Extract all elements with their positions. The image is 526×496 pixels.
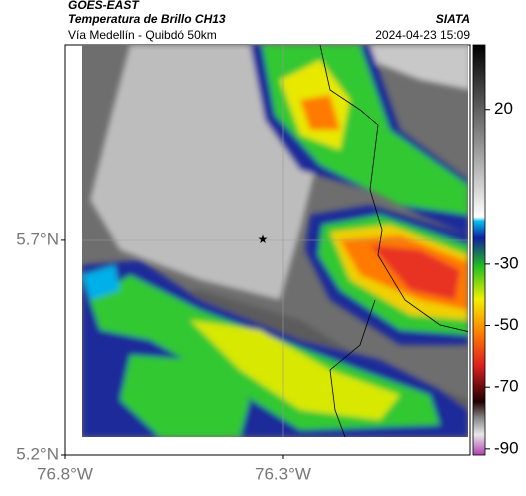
colorbar-tick-label: -30 xyxy=(494,253,519,272)
timestamp: 2024-04-23 15:09 xyxy=(375,28,470,42)
title: GOES-EAST xyxy=(68,0,140,12)
source: SIATA xyxy=(436,12,470,26)
colorbar-tick-label: -50 xyxy=(494,315,519,334)
lon-tick-label: 76.8°W xyxy=(37,464,93,483)
lon-tick-label: 76.3°W xyxy=(255,464,311,483)
satellite-image xyxy=(82,45,468,437)
colorbar-tick-label: -90 xyxy=(494,438,519,457)
subtitle: Temperatura de Brillo CH13 xyxy=(68,12,226,26)
colorbar-tick-label: 20 xyxy=(494,99,513,118)
colorbar xyxy=(472,44,486,456)
lat-tick-label: 5.7°N xyxy=(16,229,59,248)
colorbar-tick-label: -70 xyxy=(494,377,519,396)
route: Vía Medellín - Quibdó 50km xyxy=(68,28,217,42)
lat-tick-label: 5.2°N xyxy=(16,444,59,463)
city-marker: ★ xyxy=(258,232,269,246)
